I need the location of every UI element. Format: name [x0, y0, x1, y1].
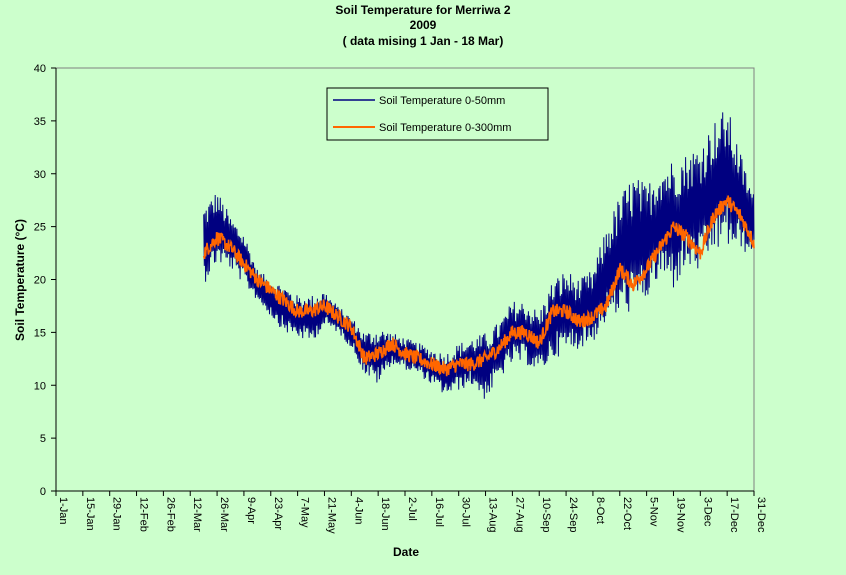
y-axis-label: Soil Temperature (°C)	[13, 219, 27, 341]
x-tick-label: 27-Aug	[513, 497, 525, 532]
x-tick-label: 10-Sep	[540, 497, 552, 532]
y-tick-label: 35	[34, 116, 46, 128]
x-tick-label: 7-May	[299, 497, 311, 528]
x-tick-label: 1-Jan	[57, 497, 69, 525]
y-tick-label: 0	[40, 486, 46, 498]
x-tick-label: 2-Jul	[406, 497, 418, 521]
x-axis-label: Date	[393, 545, 419, 559]
x-tick-label: 26-Feb	[164, 497, 176, 532]
x-tick-label: 15-Jan	[84, 497, 96, 531]
legend-box	[326, 87, 549, 141]
x-tick-label: 23-Apr	[272, 497, 284, 530]
chart-annotation: ( data mising 1 Jan - 18 Mar)	[342, 34, 504, 48]
x-tick-label: 31-Dec	[755, 497, 767, 533]
x-tick-label: 9-Apr	[245, 497, 257, 524]
legend: Soil Temperature 0-50mm Soil Temperature …	[326, 87, 549, 141]
y-tick-label: 15	[34, 327, 46, 339]
x-tick-label: 24-Sep	[567, 497, 579, 532]
y-tick-label: 5	[40, 433, 46, 445]
legend-label: Soil Temperature 0-50mm	[379, 95, 505, 107]
y-tick-label: 25	[34, 222, 46, 234]
x-tick-label: 21-May	[325, 497, 337, 534]
x-tick-label: 13-Aug	[487, 497, 499, 532]
x-tick-label: 19-Nov	[674, 497, 686, 533]
axes: 0 5 10 15 20 25 30 35 40 1-Jan 15-Jan 29-Jan 12-Feb 2…	[34, 63, 767, 534]
x-tick-label: 18-Jun	[379, 497, 391, 531]
x-tick-label: 12-Feb	[138, 497, 150, 532]
x-tick-label: 5-Nov	[648, 497, 660, 527]
x-tick-label: 16-Jul	[433, 497, 445, 527]
legend-label: Soil Temperature 0-300mm	[379, 122, 511, 134]
series-0-300mm-line	[202, 195, 755, 377]
y-tick-label: 10	[34, 380, 46, 392]
y-tick-label: 20	[34, 275, 46, 287]
x-tick-label: 4-Jun	[352, 497, 364, 525]
x-tick-label: 22-Oct	[621, 497, 633, 530]
chart-subtitle: 2009	[409, 18, 437, 32]
x-tick-label: 26-Mar	[218, 497, 230, 532]
y-tick-label: 40	[34, 63, 46, 75]
chart-title: Soil Temperature for Merriwa 2	[335, 3, 511, 17]
x-tick-label: 8-Oct	[594, 497, 606, 524]
x-tick-label: 29-Jan	[111, 497, 123, 531]
x-tick-label: 17-Dec	[728, 497, 740, 533]
x-tick-label: 12-Mar	[191, 497, 203, 532]
y-tick-label: 30	[34, 169, 46, 181]
series-0-300mm	[202, 195, 755, 377]
x-tick-label: 3-Dec	[701, 497, 713, 527]
x-tick-label: 30-Jul	[460, 497, 472, 527]
